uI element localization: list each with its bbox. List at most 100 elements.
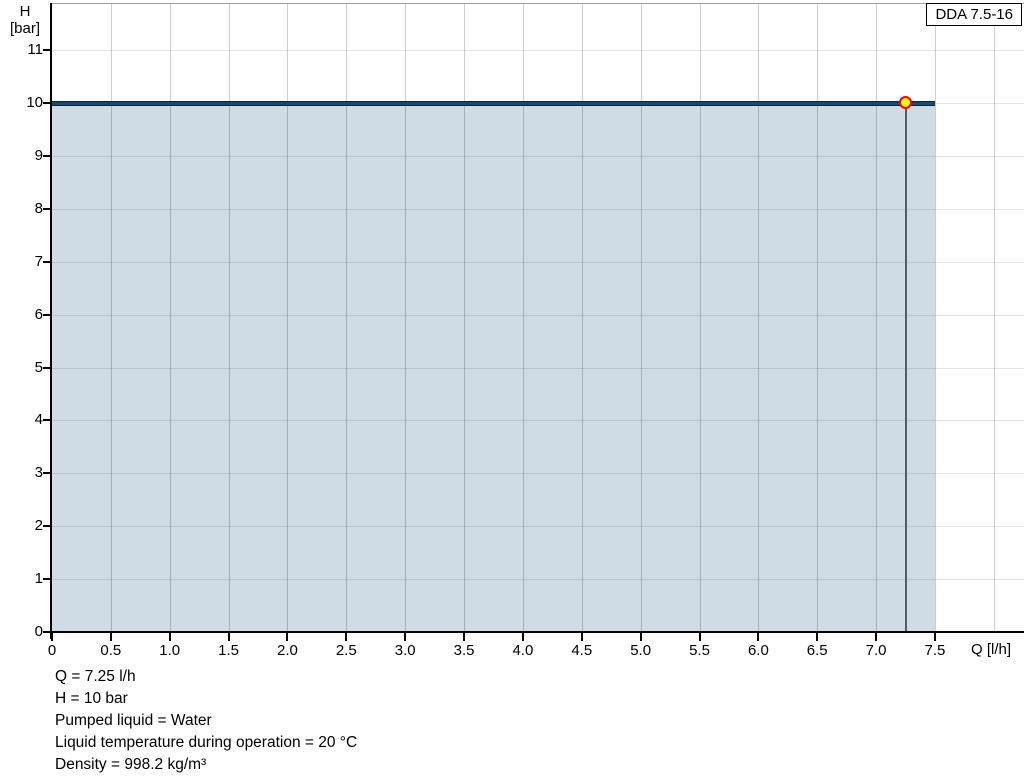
x-axis-tick xyxy=(521,633,524,641)
y-axis-tick xyxy=(43,419,51,422)
x-tick-label: 3.0 xyxy=(394,642,416,659)
y-axis-tick xyxy=(43,472,51,475)
x-tick-label: 4.5 xyxy=(571,642,593,659)
h-gridline xyxy=(52,420,1024,422)
operating-point-drop-line xyxy=(904,103,907,632)
x-tick-label: 2.0 xyxy=(277,642,298,659)
x-tick-label: 6.0 xyxy=(747,642,769,659)
h-gridline xyxy=(52,526,1024,528)
pump-model-badge: DDA 7.5-16 xyxy=(926,3,1022,26)
y-axis-title-symbol: H xyxy=(19,3,31,20)
plot-top-border xyxy=(52,3,1024,4)
x-tick-label: 0 xyxy=(47,642,57,659)
v-gridline xyxy=(581,3,583,632)
y-axis-tick xyxy=(43,366,51,369)
v-gridline xyxy=(228,3,230,632)
x-tick-label: 3.5 xyxy=(453,642,475,659)
x-axis-title: Q [l/h] xyxy=(971,641,1012,658)
v-gridline xyxy=(346,3,348,632)
x-axis-tick xyxy=(51,633,53,641)
y-axis-line xyxy=(50,3,52,639)
v-gridline xyxy=(640,3,642,632)
x-tick-label: 7.5 xyxy=(924,642,946,659)
y-axis-tick xyxy=(43,525,51,528)
x-axis-tick xyxy=(639,633,642,641)
y-tick-label: 5 xyxy=(34,358,43,376)
summary-line: Density = 998.2 kg/m³ xyxy=(55,756,207,773)
x-axis-tick xyxy=(816,633,819,641)
v-gridline xyxy=(817,3,819,632)
x-tick-label: 5.5 xyxy=(689,642,710,659)
y-axis-tick xyxy=(43,313,51,316)
y-axis-tick xyxy=(43,578,51,581)
x-axis-tick xyxy=(109,633,112,641)
x-axis-tick xyxy=(168,633,171,641)
duty-point-summary: Q = 7.25 l/h H = 10 bar Pumped liquid = Wa… xyxy=(55,666,357,776)
x-tick-label: 6.5 xyxy=(806,642,828,659)
v-gridline xyxy=(110,3,112,632)
h-gridline xyxy=(52,579,1024,581)
summary-line: Pumped liquid = Water xyxy=(55,712,212,729)
x-axis-tick xyxy=(286,633,289,641)
y-tick-label: 1 xyxy=(34,570,43,588)
y-tick-label: 2 xyxy=(34,517,43,535)
y-tick-label: 0 xyxy=(34,623,43,640)
v-gridline xyxy=(993,3,995,632)
h-gridline xyxy=(52,50,1024,52)
y-tick-label: 4 xyxy=(34,411,43,429)
operating-point-marker[interactable] xyxy=(898,96,912,109)
x-axis-tick xyxy=(757,633,760,641)
x-tick-label: 7.0 xyxy=(865,642,887,659)
h-gridline xyxy=(52,261,1024,263)
v-gridline xyxy=(287,3,289,632)
x-axis-tick xyxy=(875,633,878,641)
x-axis-tick xyxy=(698,633,701,641)
h-gridline xyxy=(52,155,1024,157)
summary-line: Q = 7.25 l/h xyxy=(55,668,136,685)
x-tick-label: 1.5 xyxy=(218,642,240,659)
v-gridline xyxy=(169,3,171,632)
x-axis-tick xyxy=(227,633,230,641)
h-gridline xyxy=(52,208,1024,210)
summary-line: Liquid temperature during operation = 20… xyxy=(55,734,358,751)
v-gridline xyxy=(405,3,407,632)
curve-fill-area xyxy=(52,103,935,632)
v-gridline xyxy=(699,3,701,632)
y-axis-tick xyxy=(43,260,51,263)
h-gridline xyxy=(52,314,1024,316)
y-tick-label: 10 xyxy=(26,94,43,111)
h-gridline xyxy=(52,473,1024,475)
x-tick-label: 2.5 xyxy=(335,642,357,659)
y-axis-tick xyxy=(43,49,51,52)
y-tick-label: 6 xyxy=(34,305,43,323)
pump-curve-line xyxy=(52,101,935,106)
v-gridline xyxy=(758,3,760,632)
y-axis-tick xyxy=(43,102,51,104)
v-gridline xyxy=(876,3,878,632)
x-tick-label: 0.5 xyxy=(100,642,122,659)
summary-line: H = 10 bar xyxy=(55,690,128,707)
x-axis-tick xyxy=(580,633,583,641)
y-tick-label: 9 xyxy=(34,146,43,164)
h-gridline xyxy=(52,367,1024,369)
y-axis-tick xyxy=(43,207,51,210)
y-axis-title: H [bar] xyxy=(2,3,48,37)
y-axis-tick xyxy=(43,154,51,157)
x-axis-tick xyxy=(463,633,466,641)
x-axis-tick xyxy=(345,633,348,641)
v-gridline xyxy=(522,3,524,632)
y-axis-title-unit: [bar] xyxy=(9,20,40,37)
x-axis-tick xyxy=(404,633,407,641)
x-tick-label: 1.0 xyxy=(159,642,181,659)
x-axis-tick xyxy=(933,633,936,641)
x-tick-label: 5.0 xyxy=(630,642,652,659)
v-gridline xyxy=(464,3,466,632)
y-tick-label: 3 xyxy=(34,464,43,482)
y-tick-label: 7 xyxy=(34,252,43,270)
y-tick-label: 8 xyxy=(34,199,43,217)
y-tick-label: 11 xyxy=(27,41,43,59)
x-axis-line xyxy=(50,631,1024,633)
v-gridline xyxy=(934,3,936,632)
